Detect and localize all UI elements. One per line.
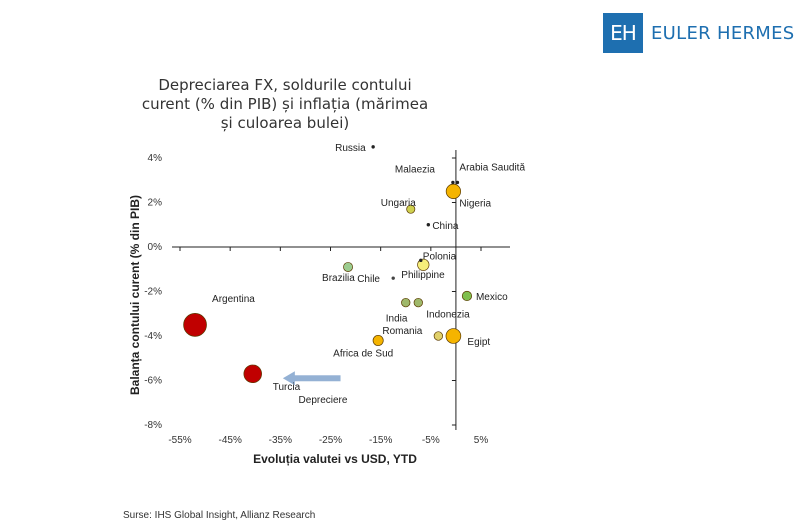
y-tick-label: 4% — [148, 153, 163, 164]
point-label-malaezia: Malaezia — [395, 164, 435, 175]
y-tick-label: 0% — [148, 242, 163, 253]
brand-name: EULER HERMES — [651, 22, 795, 44]
point-label-romania: Romania — [382, 326, 422, 337]
bubble-egipt — [445, 328, 462, 344]
point-label-india: India — [386, 314, 408, 325]
x-tick-label: -55% — [168, 435, 191, 446]
point-label-brazilia: Brazilia — [322, 273, 355, 284]
eh-logo-icon: EH — [603, 13, 643, 53]
chart-title-line: și culoarea bulei) — [220, 114, 350, 132]
bubble-arabia-saudit- — [455, 180, 460, 185]
bubble-polonia — [419, 258, 423, 263]
brand-logo: EH EULER HERMES — [603, 12, 795, 54]
y-tick-label: 2% — [148, 198, 163, 209]
point-label-mexico: Mexico — [476, 292, 508, 303]
y-tick-label: -8% — [144, 420, 162, 431]
x-tick-label: 5% — [474, 435, 489, 446]
bubble-malaezia — [451, 180, 455, 185]
bubble-brazilia — [343, 262, 353, 272]
point-label-indonezia: Indonezia — [426, 310, 470, 321]
depreciation-arrow-head — [282, 371, 295, 386]
chart-title: Depreciarea FX, soldurile contului curen… — [120, 76, 450, 133]
bubble-ungaria — [406, 204, 416, 214]
point-label-nigeria: Nigeria — [459, 198, 491, 209]
point-label-china: China — [432, 221, 459, 232]
y-tick-label: -6% — [144, 376, 162, 387]
point-label-philippine: Philippine — [401, 270, 445, 281]
bubble-russia — [371, 145, 375, 149]
point-label-turcia: Turcia — [273, 382, 301, 393]
chart-title-line: Depreciarea FX, soldurile contului — [158, 76, 412, 94]
source-note: Surse: IHS Global Insight, Allianz Resea… — [123, 510, 316, 521]
point-label-ungaria: Ungaria — [381, 198, 416, 209]
bubble-chile — [391, 276, 395, 280]
bubble-nigeria — [445, 183, 462, 199]
x-tick-label: -5% — [422, 435, 440, 446]
point-label-polonia: Polonia — [423, 251, 457, 262]
bubble-mexico — [461, 290, 473, 302]
x-axis-title: Evoluția valutei vs USD, YTD — [253, 452, 417, 466]
bubble-indonezia — [413, 297, 423, 308]
chart-title-line: curent (% din PIB) și inflația (mărimea — [141, 95, 429, 113]
y-tick-label: -4% — [144, 331, 162, 342]
depreciation-arrow-shaft — [292, 375, 341, 382]
bubble-india — [401, 297, 411, 308]
point-label-argentina: Argentina — [212, 294, 255, 305]
bubble-argentina — [183, 313, 207, 337]
y-axis-title: Balanța contului curent (% din PIB) — [128, 195, 142, 395]
point-label-russia: Russia — [335, 143, 366, 154]
bubble-china — [426, 223, 431, 227]
bubble-africa-de-sud — [372, 334, 384, 346]
y-tick-label: -2% — [144, 287, 162, 298]
point-label-africa-de-sud: Africa de Sud — [333, 348, 393, 359]
x-tick-label: -15% — [369, 435, 392, 446]
point-label-egipt: Egipt — [467, 337, 490, 348]
x-tick-label: -25% — [319, 435, 342, 446]
bubble-romania — [433, 331, 443, 341]
x-tick-label: -35% — [269, 435, 292, 446]
x-tick-label: -45% — [218, 435, 241, 446]
point-label-arabia-saudit-: Arabia Saudită — [459, 162, 525, 173]
point-label-chile: Chile — [357, 274, 380, 285]
bubble-turcia — [243, 364, 262, 384]
depreciation-label: Depreciere — [299, 395, 348, 406]
